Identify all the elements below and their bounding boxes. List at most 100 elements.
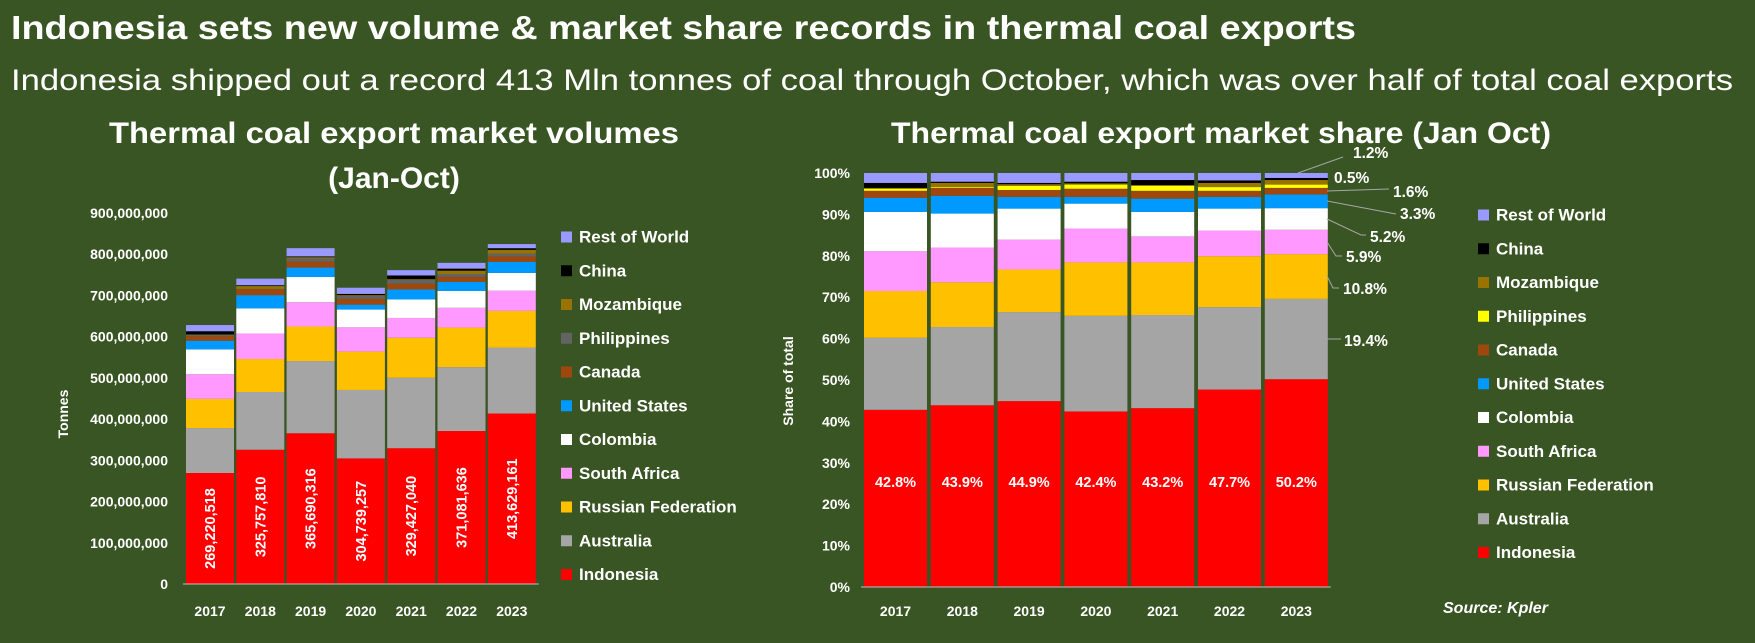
volumes-x-tick-label: 2022 [446, 603, 477, 619]
share-bar-rest-of-world-2021 [1131, 173, 1195, 181]
volumes-bar-indonesia-2023 [487, 413, 536, 584]
volumes-bar-colombia-2018 [236, 308, 285, 334]
share-y-tick-label: 30% [822, 455, 851, 471]
share-bar-south-africa-2017 [864, 251, 927, 291]
share-bar-china-2017 [864, 182, 927, 188]
volumes-y-tick-label: 800,000,000 [90, 246, 168, 262]
volumes-bar-philippines-2023 [487, 253, 536, 257]
volumes-bar-south-africa-2019 [286, 302, 335, 327]
volumes-bar-indonesia-2021 [387, 448, 436, 584]
share-y-tick-label: 100% [814, 165, 850, 181]
volumes-bar-rest-of-world-2018 [236, 278, 285, 286]
volumes-bar-united-states-2020 [336, 304, 385, 310]
share-bar-united-states-2023 [1264, 194, 1328, 209]
volumes-bar-china-2022 [437, 268, 486, 271]
volumes-bar-russian-federation-2019 [286, 326, 335, 362]
volumes-bar-rest-of-world-2022 [437, 262, 486, 269]
volumes-bar-rest-of-world-2020 [336, 287, 385, 294]
share-bar-rest-of-world-2020 [1064, 173, 1128, 182]
callout-label-2023: 10.8% [1343, 281, 1387, 298]
volumes-bar-philippines-2020 [336, 295, 385, 299]
share-legend-swatch-colombia [1478, 412, 1489, 423]
share-bar-philippines-2020 [1064, 184, 1128, 189]
volumes-bar-south-africa-2018 [236, 333, 285, 360]
volumes-bar-united-states-2017 [186, 340, 234, 350]
share-bar-colombia-2020 [1064, 203, 1128, 229]
share-data-label: 43.2% [1142, 475, 1183, 491]
volumes-bar-united-states-2018 [236, 295, 285, 309]
share-bar-philippines-2023 [1264, 184, 1328, 188]
callout-label-2023: 0.5% [1334, 170, 1370, 187]
callout-label-2023: 5.2% [1370, 229, 1406, 246]
share-data-label: 50.2% [1276, 475, 1317, 491]
volumes-bar-mozambique-2019 [286, 257, 335, 259]
volumes-bar-rest-of-world-2019 [286, 248, 335, 257]
volumes-bar-russian-federation-2018 [236, 359, 285, 393]
volumes-bar-china-2017 [186, 331, 234, 335]
share-bar-united-states-2020 [1064, 197, 1128, 204]
share-bar-australia-2018 [930, 327, 994, 406]
share-x-tick-label: 2021 [1147, 603, 1178, 619]
volumes-legend-label: Colombia [579, 430, 657, 449]
volumes-bar-canada-2020 [336, 298, 385, 305]
volumes-legend-label: Rest of World [579, 228, 689, 247]
volumes-bar-australia-2023 [487, 347, 536, 414]
volumes-bar-rest-of-world-2021 [387, 270, 436, 276]
volumes-bar-canada-2023 [487, 256, 536, 262]
callout-label-2023: 1.2% [1353, 145, 1389, 162]
share-x-tick-label: 2017 [880, 603, 911, 619]
share-chart-title: Thermal coal export market share (Jan Oc… [891, 117, 1551, 150]
share-legend-swatch-china [1478, 243, 1489, 255]
share-bar-canada-2019 [997, 189, 1061, 198]
volumes-data-label: 269,220,518 [203, 488, 219, 569]
share-bar-indonesia-2019 [997, 401, 1061, 587]
share-bar-rest-of-world-2017 [864, 173, 927, 183]
share-bar-canada-2017 [864, 190, 927, 198]
volumes-bar-australia-2019 [286, 361, 335, 434]
share-data-label: 47.7% [1209, 475, 1250, 491]
share-legend-swatch-mozambique [1478, 277, 1489, 288]
share-bar-mozambique-2021 [1131, 185, 1195, 186]
volumes-bar-south-africa-2020 [336, 327, 385, 352]
share-y-tick-label: 80% [822, 248, 851, 264]
volumes-bar-south-africa-2021 [387, 317, 436, 338]
share-bar-south-africa-2022 [1198, 230, 1261, 257]
share-bar-united-states-2017 [864, 197, 927, 212]
volumes-x-tick-label: 2020 [345, 603, 376, 619]
share-bar-china-2022 [1198, 180, 1261, 183]
volumes-y-tick-label: 500,000,000 [90, 370, 168, 386]
volumes-x-tick-label: 2019 [295, 603, 326, 619]
share-bar-russian-federation-2019 [997, 269, 1061, 313]
volumes-legend-label: Philippines [579, 329, 670, 348]
volumes-data-label: 325,757,810 [253, 477, 269, 558]
volumes-legend-swatch-australia [561, 535, 572, 547]
share-legend-swatch-indonesia [1478, 547, 1489, 558]
callout-leader-line [1326, 188, 1390, 192]
volumes-bar-china-2018 [236, 285, 285, 287]
page-subtitle: Indonesia shipped out a record 413 Mln t… [11, 64, 1733, 97]
volumes-bar-china-2019 [286, 256, 335, 258]
volumes-bar-colombia-2019 [286, 277, 335, 303]
volumes-bar-canada-2022 [437, 276, 486, 282]
share-legend-swatch-united-states [1478, 378, 1489, 390]
share-bar-colombia-2019 [997, 208, 1061, 240]
volumes-bar-south-africa-2023 [487, 290, 536, 311]
source-note: Source: Kpler [1443, 600, 1549, 617]
volumes-bar-china-2023 [487, 248, 536, 250]
volumes-legend-label: China [579, 261, 627, 280]
share-bar-russian-federation-2022 [1198, 256, 1261, 308]
volumes-legend-label: United States [579, 396, 688, 415]
volumes-legend-swatch-colombia [561, 434, 572, 445]
volumes-legend-swatch-russian-federation [561, 501, 572, 513]
share-x-tick-label: 2019 [1014, 603, 1045, 619]
share-legend-swatch-canada [1478, 344, 1489, 356]
share-bar-indonesia-2017 [864, 409, 927, 587]
volumes-bar-united-states-2022 [437, 281, 486, 291]
share-bar-indonesia-2021 [1131, 408, 1195, 587]
volumes-legend-swatch-united-states [561, 400, 572, 412]
callout-label-2023: 3.3% [1400, 206, 1436, 223]
callout-leader-line [1297, 156, 1344, 174]
share-y-tick-label: 40% [822, 413, 851, 429]
share-legend-swatch-russian-federation [1478, 479, 1489, 491]
